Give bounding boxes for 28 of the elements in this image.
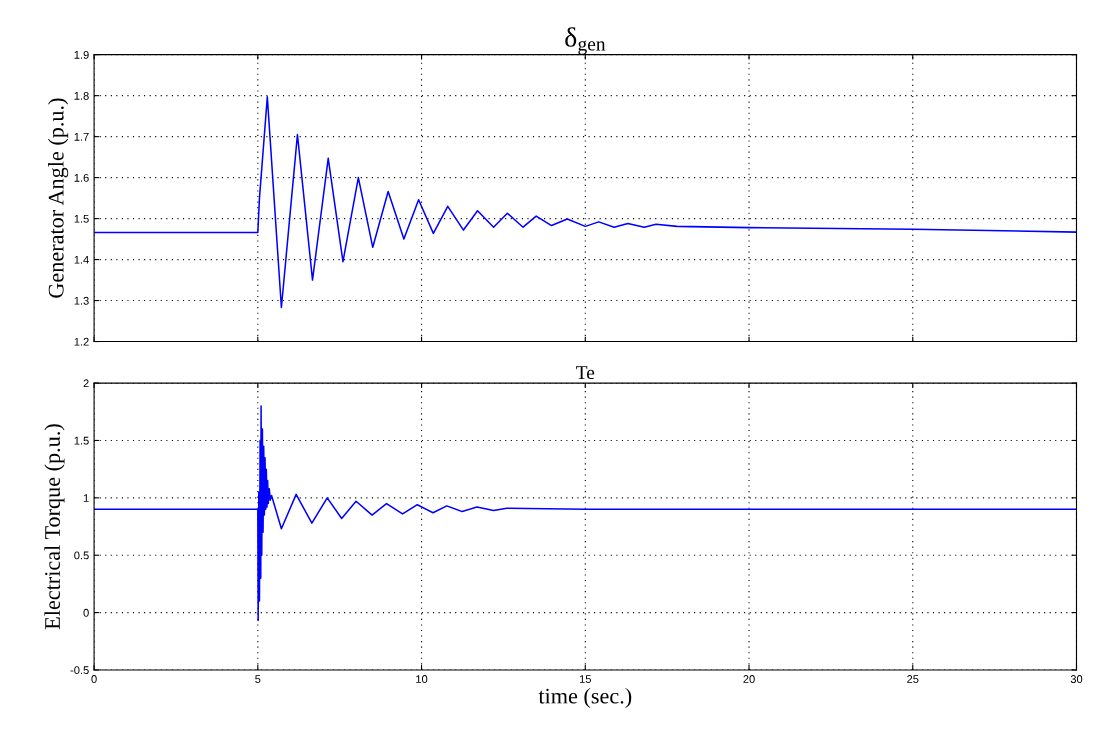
x-tick-label: 10: [416, 675, 428, 683]
y-tick-label: 1.5: [74, 436, 89, 445]
x-axis-title: time (sec.): [538, 687, 632, 709]
y-tick-label: -0.5: [70, 666, 89, 675]
x-tick-label: 20: [743, 675, 755, 683]
line-series: [94, 96, 1077, 309]
y-tick-label: 1.5: [74, 214, 89, 223]
y-tick-label: 1.4: [74, 255, 89, 264]
x-tick-label: 30: [1070, 675, 1083, 683]
y-tick-label: 0: [83, 608, 89, 617]
y-tick-label: 1.2: [74, 337, 89, 346]
y-axis-title: Generator Angle (p.u.): [48, 98, 69, 298]
y-tick-label: 1.8: [74, 91, 89, 100]
y-tick-label: 1.3: [74, 296, 89, 305]
y-tick-label: 2: [83, 379, 89, 388]
line-series: [94, 405, 1077, 622]
y-tick-label: 1.9: [74, 50, 89, 59]
chart-title: Te: [576, 366, 595, 380]
x-tick-label: 0: [91, 675, 97, 683]
y-tick-label: 1.6: [74, 173, 89, 182]
chart-title: δ$_{gen}$: [565, 27, 606, 55]
y-tick-label: 1.7: [74, 133, 89, 141]
x-tick-label: 25: [907, 675, 919, 683]
y-tick-label: 0.5: [74, 551, 89, 560]
y-tick-label: 1: [83, 494, 89, 502]
y-axis-title: Electrical Torque (p.u.): [44, 424, 65, 630]
x-tick-label: 5: [255, 675, 261, 683]
x-tick-label: 15: [579, 675, 591, 683]
